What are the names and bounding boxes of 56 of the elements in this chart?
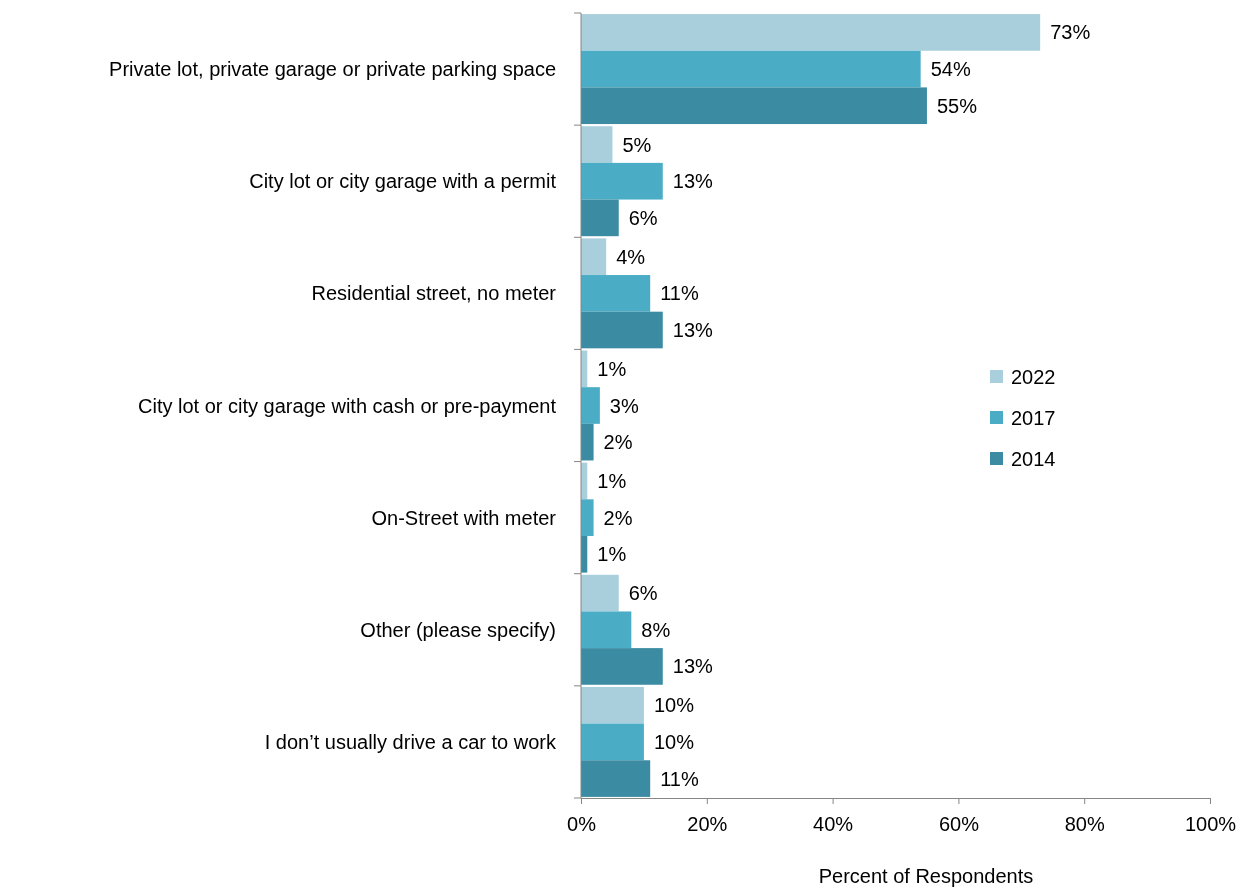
bar <box>581 50 921 88</box>
legend-label: 2017 <box>1011 407 1056 429</box>
data-label: 13% <box>672 170 714 193</box>
data-label: 2% <box>603 431 633 454</box>
bar <box>581 199 619 237</box>
x-axis-title: Percent of Respondents <box>818 865 1034 887</box>
y-tick-label: On-Street with meter <box>371 506 557 529</box>
data-label: 13% <box>672 655 714 678</box>
data-label: 3% <box>609 394 639 417</box>
bar <box>581 14 1041 51</box>
data-label: 73% <box>1050 21 1091 44</box>
x-tick-label: 0% <box>567 813 597 835</box>
legend-label: 2022 <box>1011 366 1056 388</box>
data-label: 2% <box>603 506 633 529</box>
y-tick-label: Other (please specify) <box>360 618 556 641</box>
y-tick-label: Residential street, no meter <box>311 282 557 305</box>
bar <box>581 275 651 312</box>
bar <box>581 162 663 200</box>
bar <box>581 387 600 424</box>
data-label: 55% <box>936 94 978 117</box>
y-tick-label: I don’t usually drive a car to work <box>264 730 557 753</box>
x-tick-label: 80% <box>1064 813 1105 835</box>
x-tick-label: 40% <box>813 813 854 835</box>
data-label: 4% <box>616 245 646 268</box>
data-label: 54% <box>930 58 971 81</box>
y-tick-label: City lot or city garage with a permit <box>249 170 557 193</box>
bar <box>581 686 644 724</box>
data-label: 11% <box>660 282 699 305</box>
bar <box>581 648 663 685</box>
bar <box>581 126 613 163</box>
data-label: 1% <box>597 357 627 380</box>
data-label: 13% <box>672 319 714 342</box>
y-tick-label: Private lot, private garage or private parking space <box>109 58 556 81</box>
x-tick-label: 60% <box>938 813 980 835</box>
x-tick-label: 20% <box>687 813 728 835</box>
data-label: 1% <box>597 469 627 492</box>
bar <box>581 87 927 125</box>
bar <box>581 723 644 761</box>
data-label: 5% <box>622 133 652 156</box>
legend-label: 2014 <box>1011 448 1056 470</box>
bar <box>581 611 632 649</box>
bar <box>581 760 651 797</box>
x-tick-label: 100% <box>1184 813 1237 835</box>
data-label: 8% <box>641 618 671 641</box>
data-label: 10% <box>653 694 695 717</box>
bar <box>581 574 619 612</box>
data-label: 10% <box>653 730 695 753</box>
data-label: 1% <box>597 543 627 566</box>
data-label: 11% <box>660 767 699 790</box>
data-label: 6% <box>628 206 658 229</box>
bar <box>581 499 594 536</box>
bar <box>581 423 594 461</box>
y-tick-label: City lot or city garage with cash or pre-payment <box>138 394 557 417</box>
bar <box>581 238 607 276</box>
bar <box>581 311 663 349</box>
data-label: 6% <box>628 582 658 605</box>
